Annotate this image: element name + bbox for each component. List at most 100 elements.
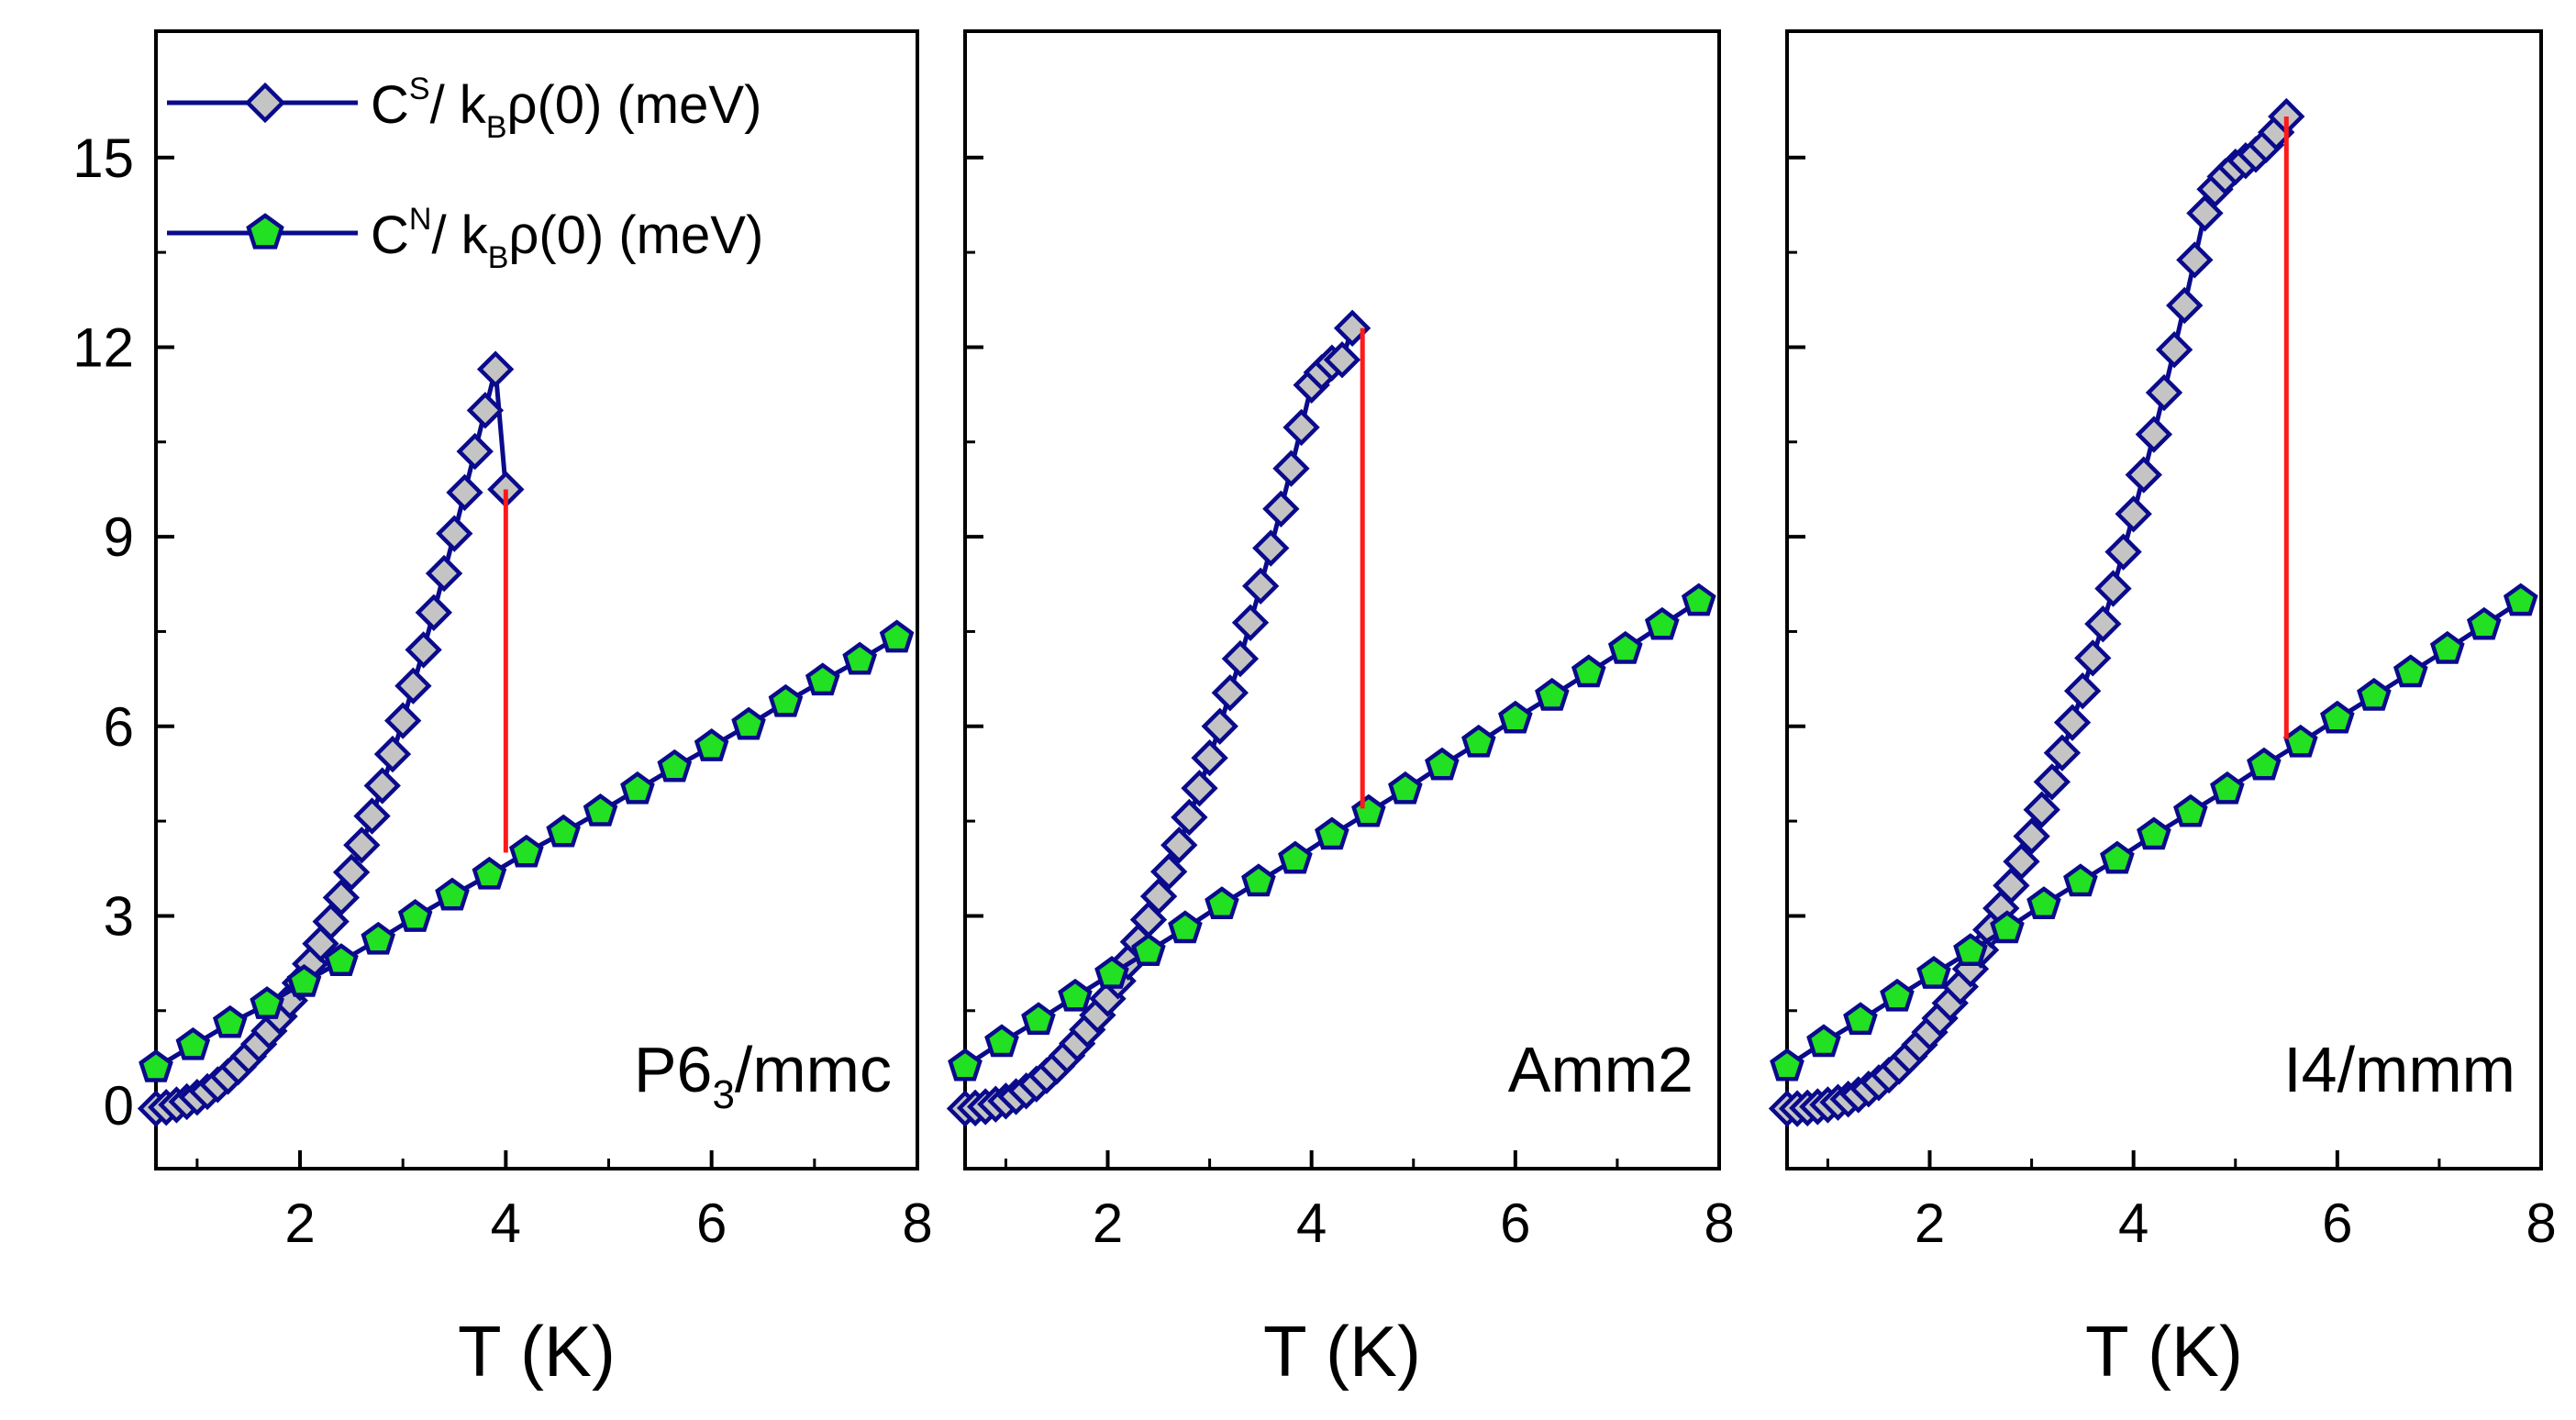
pentagon-point (2393, 654, 2428, 688)
diamond-point (405, 631, 442, 669)
panel-label-subscript: 3 (712, 1072, 734, 1117)
x-tick-label: 6 (1500, 1193, 1530, 1254)
legend-superscript: S (409, 72, 430, 106)
x-tick-label: 8 (1704, 1193, 1734, 1254)
diamond-point (2135, 416, 2173, 453)
pentagon-point (2100, 840, 2135, 874)
pentagon-point (1498, 700, 1533, 734)
diamond-point (2104, 533, 2142, 571)
diamond-point (1241, 567, 1280, 605)
x-tick-label: 2 (1915, 1193, 1945, 1254)
x-tick-label: 2 (1093, 1193, 1123, 1254)
pentagon-point (842, 641, 878, 675)
diamond-point (1323, 341, 1361, 379)
diamond-point (1272, 449, 1310, 487)
pentagon-point (1681, 582, 1716, 616)
series-line (155, 368, 508, 1112)
pentagon-point (731, 706, 766, 740)
x-axis-title: T (K) (2085, 1311, 2243, 1392)
pentagon-point (286, 964, 322, 997)
diamond-point (456, 432, 494, 471)
pentagon-point (1843, 1002, 1878, 1036)
diamond-point (384, 702, 422, 739)
pentagon-point (694, 728, 729, 761)
diamond-point (2063, 672, 2102, 710)
pentagon-point (1315, 816, 1349, 850)
diamond-point (1160, 826, 1198, 864)
diamond-point (2013, 817, 2050, 855)
legend-subscript: B (486, 110, 507, 145)
panel-label: Amm2 (1508, 1034, 1693, 1105)
diamond-point (2033, 763, 2071, 801)
pentagon-point (1388, 771, 1423, 804)
pentagon-point (1131, 933, 1166, 967)
pentagon-point (1425, 747, 1460, 781)
diamond-point (1262, 490, 1300, 527)
diamond-point (466, 392, 505, 429)
diamond-point (1181, 770, 1218, 807)
pentagon-point (1571, 654, 1606, 688)
y-tick-label: 3 (104, 885, 134, 947)
y-tick-label: 0 (104, 1075, 134, 1137)
pentagon-point (508, 834, 544, 868)
x-tick-label: 4 (1296, 1193, 1327, 1254)
diamond-point (2003, 843, 2040, 881)
pentagon-point (175, 1026, 211, 1060)
pentagon-point (1535, 677, 1570, 711)
diamond-point (1149, 853, 1188, 891)
pentagon-point (1241, 863, 1276, 897)
panel-label: P63/mmc (634, 1034, 892, 1117)
series-superconducting (946, 309, 1371, 1127)
legend-over: / k (430, 75, 487, 135)
legend-diamond-marker (244, 82, 286, 124)
legend-superscript: N (409, 202, 432, 237)
series-line (1787, 115, 2289, 1112)
diamond-point (2166, 286, 2204, 325)
diamond-point (332, 853, 371, 892)
diamond-point (1221, 639, 1260, 678)
diamond-point (476, 350, 515, 388)
legend: CS/ kBρ(0) (meV) CN/ kBρ(0) (meV) (167, 72, 763, 275)
pentagon-point (435, 877, 470, 911)
y-tick-label: 15 (72, 128, 134, 189)
pentagon-point (1278, 840, 1313, 874)
pentagon-point (1607, 630, 1643, 664)
diamond-point (2043, 734, 2082, 771)
x-axis-title: T (K) (458, 1311, 616, 1392)
legend-label: CS/ kBρ(0) (meV) (371, 72, 761, 145)
diamond-point (1993, 867, 2030, 904)
diamond-point (312, 903, 350, 940)
diamond-point (2186, 194, 2224, 232)
series-superconducting (137, 350, 525, 1127)
x-tick-label: 8 (2526, 1193, 2556, 1254)
y-tick-label: 9 (104, 506, 134, 568)
diamond-point (1139, 877, 1178, 915)
y-tick-label: 6 (104, 696, 134, 758)
legend-entry-normal: CN/ kBρ(0) (meV) (167, 202, 763, 275)
pentagon-point (397, 899, 433, 932)
pentagon-point (139, 1049, 173, 1082)
plot-frame (963, 29, 1721, 1170)
diamond-point (2053, 704, 2092, 741)
pentagon-point (1880, 978, 1915, 1012)
pentagon-point (1094, 956, 1129, 989)
pentagon-point (2320, 700, 2355, 734)
legend-rest: ρ(0) (meV) (508, 205, 763, 265)
pentagon-point (805, 662, 840, 696)
diamond-point (2084, 605, 2122, 643)
pentagon-point (324, 943, 359, 977)
diamond-point (363, 767, 401, 804)
pentagon-point (1770, 1048, 1804, 1082)
diamond-point (394, 667, 432, 704)
diamond-point (2155, 331, 2193, 369)
pentagon-point (984, 1024, 1019, 1058)
x-tick-label: 6 (696, 1193, 727, 1254)
diamond-point (446, 473, 483, 512)
panel-label: I4/mmm (2283, 1034, 2515, 1105)
x-tick-label: 8 (902, 1193, 932, 1254)
pentagon-point (1644, 606, 1680, 640)
panel-1: 2 4 6 8 0 3 6 9 12 15 T (K) P63/mmc (72, 29, 933, 1392)
pentagon-point (1990, 910, 2025, 944)
diamond-point (1231, 604, 1270, 641)
